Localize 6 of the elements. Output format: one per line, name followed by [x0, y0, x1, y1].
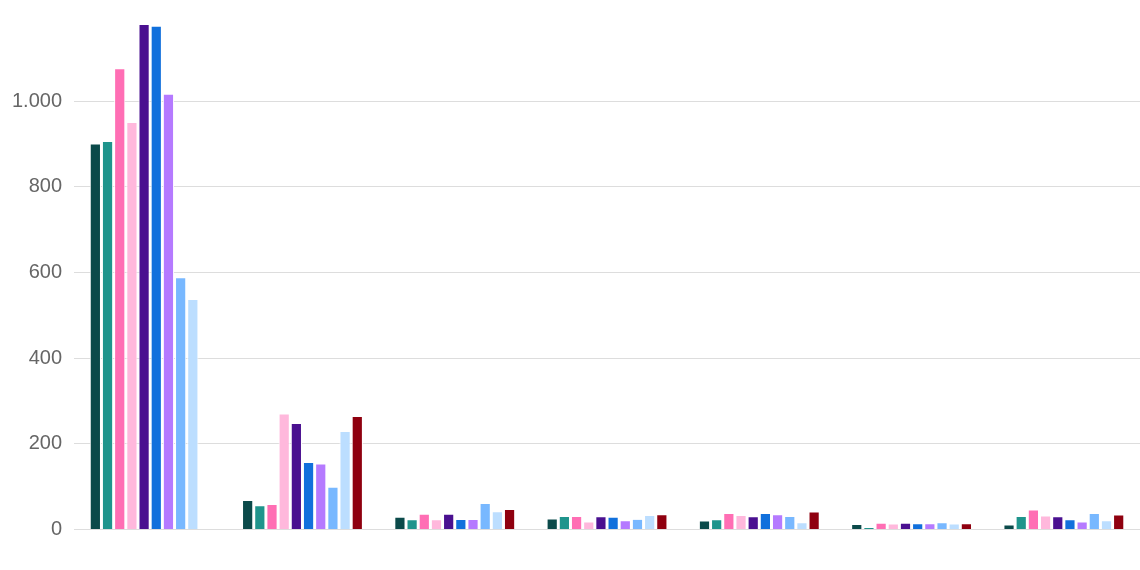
y-tick-label: 600	[28, 260, 63, 283]
y-tick-label: 400	[28, 345, 63, 368]
y-tick-label: 1.000	[11, 88, 63, 111]
y-tick-label: 200	[28, 431, 63, 454]
y-tick-label: 800	[28, 174, 63, 197]
y-tick-label: 0	[50, 517, 63, 540]
